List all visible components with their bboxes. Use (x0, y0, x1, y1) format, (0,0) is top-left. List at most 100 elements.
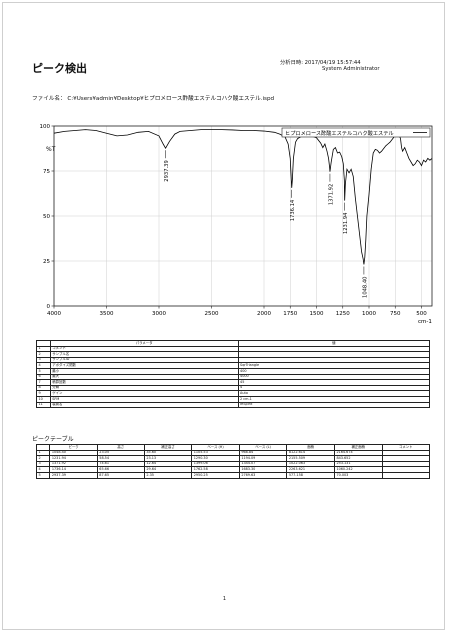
operator-name: System Administrator (322, 66, 380, 72)
table-cell: 2769.63 (238, 472, 288, 479)
table-cell: 1231.94 (49, 455, 98, 462)
table-cell: 3 (35, 460, 51, 468)
peak-label: 2937.39 (164, 160, 170, 181)
table-cell: 29.64 (143, 466, 193, 473)
table-cell: 4 (237, 384, 431, 392)
peak-label: 1371.92 (328, 184, 334, 205)
table-cell: 400 (237, 368, 431, 375)
page-border (2, 2, 445, 630)
x-tick-label: 1250 (336, 311, 350, 317)
x-tick-label: 2000 (257, 311, 271, 317)
table-cell: 1290.30 (191, 455, 240, 462)
table-cell: 2.35 (143, 472, 193, 479)
column-header: コメント (381, 444, 431, 451)
table-cell: 87.65 (96, 472, 145, 479)
table-cell (237, 351, 431, 358)
y-tick-label: 0 (47, 304, 51, 310)
analysis-date: 分析日時: 2017/04/19 15:57:44 (280, 60, 361, 66)
x-tick-label: 4000 (47, 311, 61, 317)
x-tick-label: 3500 (100, 311, 114, 317)
table-cell: 1 (35, 449, 51, 457)
file-path: C:¥Users¥admin¥Desktop¥ヒプロメロース酢酸エステルコハク酸… (67, 96, 275, 102)
peak-row: 4 1736.14 65.66 29.64 1762.58 1683.30 2263.621… (35, 466, 431, 473)
table-cell (381, 466, 431, 473)
table-cell: 45 (237, 379, 431, 386)
x-tick-label: 2500 (205, 311, 219, 317)
table-cell: 12.64 (143, 460, 193, 468)
table-cell: SqrTriangle (237, 362, 431, 369)
table-cell: 2 (35, 455, 51, 462)
parameter-row: 2 サンプル名 (36, 351, 431, 358)
spectrum-line (53, 129, 433, 265)
ir-spectrum-chart: 4000 3500 3000 2500 2000 1750 1500 1250 1000 750 5… (40, 124, 433, 325)
peak-row: 5 2937.39 87.65 2.35 2950.25 2769.63 577.158 70… (35, 472, 431, 479)
table-cell: 2937.39 (49, 472, 98, 479)
y-tick-label: 75 (43, 169, 50, 175)
table-cell (237, 356, 431, 364)
parameter-row: 11 装置名 IRSpirit (36, 401, 431, 409)
table-cell: 4000 (237, 373, 431, 381)
peak-row: 2 1231.94 58.54 23.13 1290.30 1194.09 2155.509… (35, 455, 431, 462)
table-cell: 1762.58 (191, 466, 240, 473)
table-cell: 4 (35, 466, 51, 473)
table-cell (381, 455, 431, 462)
y-tick-label: 100 (40, 124, 51, 130)
parameter-row: 1 コメント (36, 345, 431, 353)
parameter-row: 6 最大 4000 (36, 373, 431, 381)
parameter-row: 9 ゲイン Auto (36, 390, 431, 397)
table-cell: 2950.25 (191, 472, 240, 479)
x-tick-label: 1000 (362, 311, 376, 317)
peak-label: 1048.40 (362, 277, 368, 298)
legend-series-name: ヒプロメロース酢酸エステルコハク酸エステル (285, 129, 394, 137)
column-header: ピーク (49, 444, 98, 451)
table-cell: 1105.53 (191, 449, 240, 457)
table-cell: 23.13 (143, 455, 193, 462)
parameter-row: 7 積算回数 45 (36, 379, 431, 386)
column-header (35, 444, 51, 451)
x-tick-label: 1750 (283, 311, 297, 317)
legend-box (281, 127, 431, 138)
x-tick-label: 3000 (152, 311, 166, 317)
peak-row: 3 1371.92 74.61 12.64 1399.06 1344.07 1022.063… (35, 460, 431, 468)
column-header: ベース (H) (191, 444, 240, 451)
table-cell: 11 (36, 401, 51, 409)
y-tick-label: 50 (43, 214, 50, 220)
table-cell: 1371.92 (49, 460, 98, 468)
peak-label: 1231.94 (343, 212, 349, 234)
table-cell (381, 460, 431, 468)
page-number: 1 (222, 596, 227, 602)
table-cell: 35.60 (143, 449, 193, 457)
table-cell: 1399.06 (191, 460, 240, 468)
table-cell: 2 cm-1 (237, 395, 431, 403)
table-cell: 577.158 (286, 472, 335, 479)
header-row: パラメータ値 (36, 340, 431, 347)
peak-label: 1736.14 (290, 199, 296, 221)
x-tick-label: 500 (416, 311, 427, 317)
parameter-row: 4 アポダイズ関数 SqrTriangle (36, 362, 431, 369)
table-cell: 70.003 (333, 472, 383, 479)
parameter-row: 5 最小 400 (36, 368, 431, 375)
file-line: ファイル名： C:¥Users¥admin¥Desktop¥ヒプロメロース酢酸エ… (32, 94, 274, 102)
y-tick-label: 25 (43, 259, 50, 265)
parameter-row: 3 サンプルID (36, 356, 431, 364)
parameter-table: パラメータ値 1 コメント 2 サンプル名 3 サンプルID 4 アポダイズ関数 SqrTria… (36, 340, 431, 409)
x-tick-label: 750 (390, 311, 401, 317)
table-cell (381, 472, 431, 479)
table-cell (237, 345, 431, 353)
file-label: ファイル名： (32, 96, 66, 102)
peak-table-heading: ピークテーブル (32, 436, 74, 443)
parameter-row: 10 SFM 2 cm-1 (36, 395, 431, 403)
table-cell: 1048.40 (49, 449, 98, 457)
table-cell: Auto (237, 390, 431, 397)
peak-table: ピーク 高さ 補正高さ ベース (H) ベース (L) 面積 補正面積 コメント 1 1048.… (35, 444, 431, 479)
table-cell: 1736.14 (49, 466, 98, 473)
column-header: 値 (237, 340, 431, 347)
header-row: ピーク 高さ 補正高さ ベース (H) ベース (L) 面積 補正面積 コメント (35, 444, 431, 451)
table-cell: 5 (35, 472, 51, 479)
report-title: ピーク検出 (32, 62, 87, 75)
table-cell (381, 449, 431, 457)
legend: ヒプロメロース酢酸エステルコハク酸エステル (281, 127, 431, 138)
table-cell: 装置名 (49, 401, 239, 409)
parameter-row: 8 分解 4 (36, 384, 431, 392)
column-header: 補正高さ (143, 444, 193, 451)
